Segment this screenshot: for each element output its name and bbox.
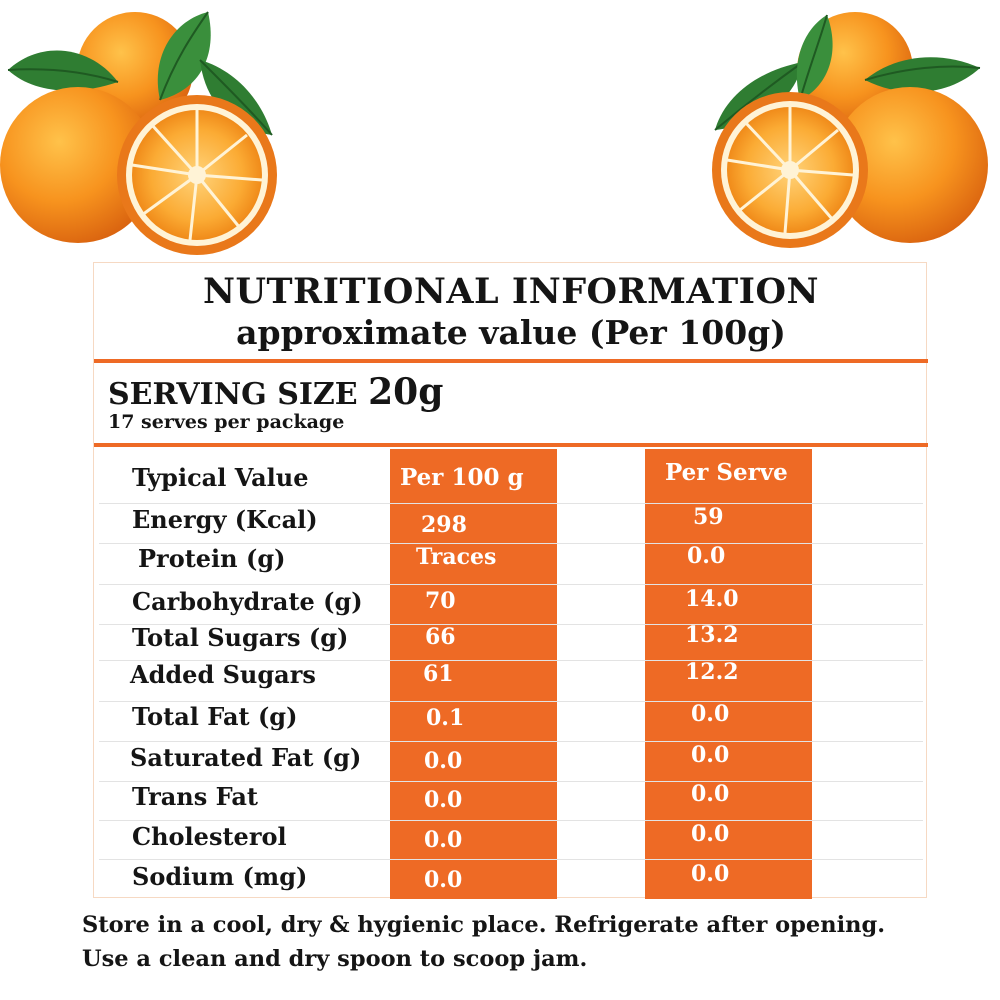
nutrient-per-100g: 70 (425, 588, 456, 614)
nutrient-name: Total Sugars (g) (132, 623, 349, 652)
usage-instruction: Use a clean and dry spoon to scoop jam. (82, 946, 588, 972)
row-divider (99, 660, 923, 661)
storage-instruction: Store in a cool, dry & hygienic place. R… (82, 912, 886, 938)
column-header-per-100g: Per 100 g (400, 464, 524, 491)
nutrient-per-100g: 66 (425, 624, 456, 650)
nutrient-per-serve: 0.0 (691, 861, 730, 887)
panel-subtitle: approximate value (Per 100g) (236, 313, 786, 352)
oranges-left-illustration (0, 11, 277, 255)
row-divider (99, 781, 923, 782)
nutrient-name: Protein (g) (138, 544, 286, 573)
title-divider (94, 359, 928, 363)
nutrient-per-serve: 0.0 (691, 701, 730, 727)
nutrient-name: Trans Fat (132, 782, 258, 811)
nutrient-per-100g: 0.0 (424, 827, 463, 853)
nutrient-per-100g: 298 (421, 512, 467, 538)
row-divider (99, 543, 923, 544)
nutrient-name: Carbohydrate (g) (132, 587, 363, 616)
panel-title: NUTRITIONAL INFORMATION (202, 271, 820, 312)
serving-size-value: 20g (368, 371, 444, 413)
row-divider (99, 820, 923, 821)
row-divider (99, 624, 923, 625)
nutrient-per-100g: Traces (416, 544, 497, 570)
nutrient-name: Sodium (mg) (132, 862, 308, 891)
row-divider (99, 859, 923, 860)
nutrient-name: Added Sugars (130, 660, 316, 689)
serves-per-package: 17 serves per package (108, 411, 345, 433)
nutrient-per-100g: 0.0 (424, 748, 463, 774)
row-divider (99, 741, 923, 742)
nutrient-per-100g: 61 (423, 661, 454, 687)
nutrient-name: Total Fat (g) (132, 702, 298, 731)
serving-divider (94, 443, 928, 447)
per-100g-column (390, 449, 557, 899)
nutrient-per-serve: 0.0 (691, 742, 730, 768)
serving-size-label: SERVING SIZE (108, 377, 358, 412)
row-divider (99, 503, 923, 504)
nutrient-per-serve: 59 (693, 504, 724, 530)
nutrient-per-100g: 0.0 (424, 787, 463, 813)
column-header-per-serve: Per Serve (665, 459, 788, 486)
nutrient-per-serve: 0.0 (691, 821, 730, 847)
nutrient-per-100g: 0.1 (426, 705, 465, 731)
nutrient-per-serve: 14.0 (685, 586, 739, 612)
nutrient-per-serve: 12.2 (685, 659, 739, 685)
column-header-typical-value: Typical Value (132, 463, 309, 492)
nutrient-per-serve: 0.0 (691, 781, 730, 807)
row-divider (99, 701, 923, 702)
nutrient-name: Saturated Fat (g) (130, 743, 362, 772)
row-divider (99, 584, 923, 585)
nutrient-per-serve: 0.0 (687, 543, 726, 569)
nutrition-panel: NUTRITIONAL INFORMATION approximate valu… (93, 262, 928, 899)
nutrient-per-serve: 13.2 (685, 622, 739, 648)
serving-size: SERVING SIZE 20g (108, 371, 443, 413)
nutrient-name: Energy (Kcal) (132, 505, 318, 534)
nutrient-name: Cholesterol (132, 822, 287, 851)
oranges-right-illustration (712, 12, 988, 248)
per-serve-column (645, 449, 812, 899)
nutrient-per-100g: 0.0 (424, 867, 463, 893)
